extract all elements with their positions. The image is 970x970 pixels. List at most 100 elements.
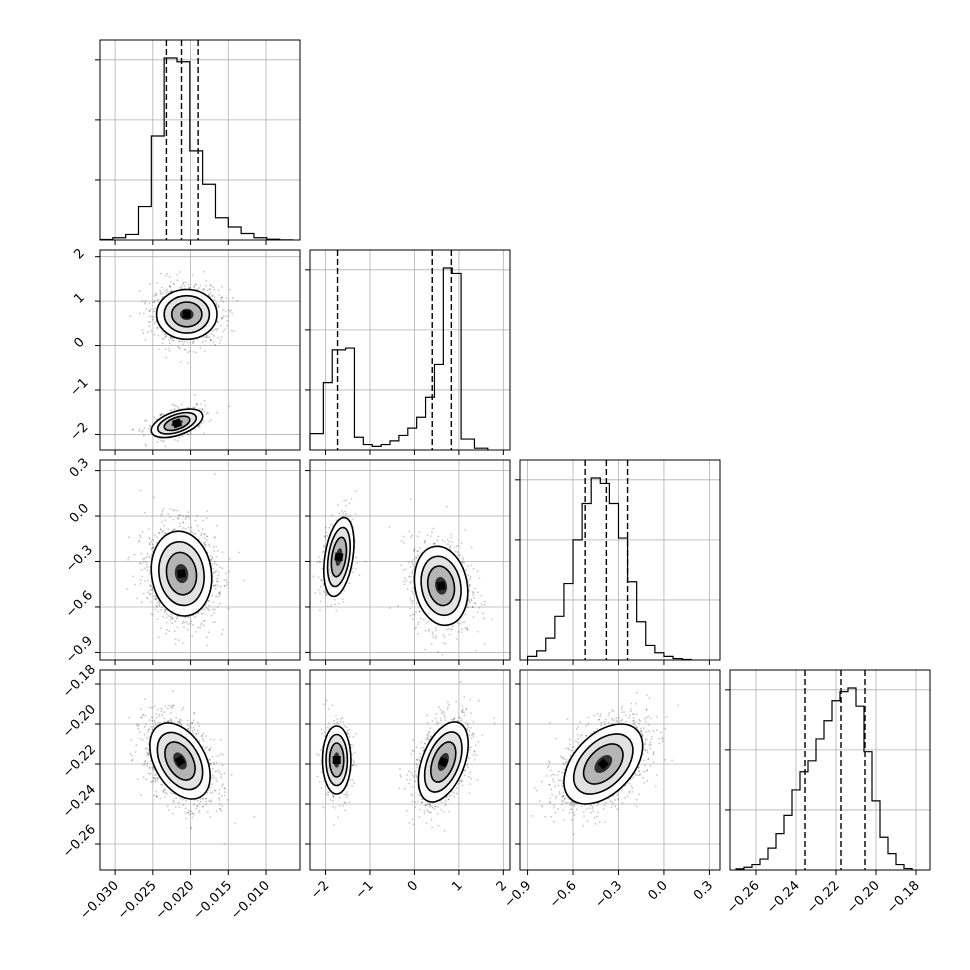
scatter-point [169,342,171,345]
scatter-point [202,432,205,434]
scatter-point [165,292,168,295]
scatter-point [138,290,141,292]
scatter-point [464,529,467,531]
scatter-point [140,431,143,433]
scatter-point [181,287,184,289]
scatter-point [148,556,151,558]
scatter-point [447,627,450,630]
scatter-point [205,803,208,806]
scatter-point [323,591,326,594]
scatter-point [131,575,134,578]
panel-frame [99,39,301,241]
scatter-point [161,331,164,333]
scatter-point [151,780,154,783]
scatter-point [164,348,167,351]
scatter-point [127,716,130,719]
scatter-point [209,800,212,803]
scatter-point [202,612,205,615]
scatter-point [144,338,147,341]
scatter-point [478,577,481,579]
scatter-point [177,407,180,410]
scatter-point [139,562,142,565]
scatter-point [195,404,198,406]
scatter-point [321,567,324,570]
scatter-point [145,560,147,563]
scatter-point [162,508,165,510]
scatter-point [168,630,171,632]
scatter-point [208,748,211,751]
scatter-point [466,629,469,631]
scatter-point [468,589,471,592]
scatter-point [179,286,181,289]
scatter-point [157,636,160,639]
scatter-point [146,563,149,566]
scatter-point [154,780,157,783]
density-peak-cell [182,310,191,319]
scatter-point [160,707,163,710]
scatter-point [150,581,152,583]
scatter-point [319,585,322,588]
scatter-point [154,722,157,724]
scatter-point [400,540,403,543]
scatter-point [137,725,140,727]
scatter-point [208,609,211,612]
scatter-point [204,800,207,803]
scatter-point [459,554,462,557]
scatter-point [316,561,318,564]
scatter-point [183,626,185,629]
scatter-point [140,552,143,555]
scatter-point [213,299,216,302]
scatter-point [411,534,413,537]
scatter-point [325,526,327,529]
scatter-point [354,490,357,492]
scatter-point [163,338,165,341]
scatter-point [342,515,345,518]
scatter-point [150,330,153,332]
scatter-point [472,591,475,594]
scatter-point [208,336,211,339]
scatter-point [153,316,155,318]
panel-border [519,459,721,661]
scatter-point [190,529,193,532]
scatter-point [228,309,230,312]
scatter-point [175,405,177,407]
scatter-point [161,512,164,515]
scatter-point [331,524,334,527]
scatter-point [471,606,474,608]
scatter-point [141,575,144,578]
scatter-point [153,719,156,722]
scatter-point [218,772,221,774]
scatter-point [187,351,189,354]
scatter-point [175,797,178,800]
scatter-point [148,325,151,328]
scatter-point [182,521,185,523]
scatter-point [190,620,193,623]
y-tick-label: 0.3 [67,456,92,481]
scatter-point [155,773,157,776]
scatter-point [223,794,226,797]
scatter-point [209,555,212,557]
scatter-point [156,601,159,604]
scatter-point [162,615,165,618]
scatter-point [205,606,208,609]
scatter-point [225,584,228,586]
scatter-point [180,719,183,721]
scatter-point [155,605,158,608]
scatter-point [195,283,198,286]
scatter-point [464,613,467,616]
scatter-point [151,613,154,616]
scatter-point [426,534,429,537]
scatter-point [142,429,144,432]
scatter-point [167,615,170,617]
scatter-point [171,690,174,693]
density-body [129,270,239,448]
scatter-point [158,605,161,607]
scatter-point [467,574,470,576]
scatter-point [175,617,178,620]
scatter-point [154,777,156,780]
scatter-point [153,725,155,728]
scatter-point [217,289,220,292]
scatter-point [324,535,327,538]
scatter-point [149,565,151,568]
scatter-point [192,406,195,409]
